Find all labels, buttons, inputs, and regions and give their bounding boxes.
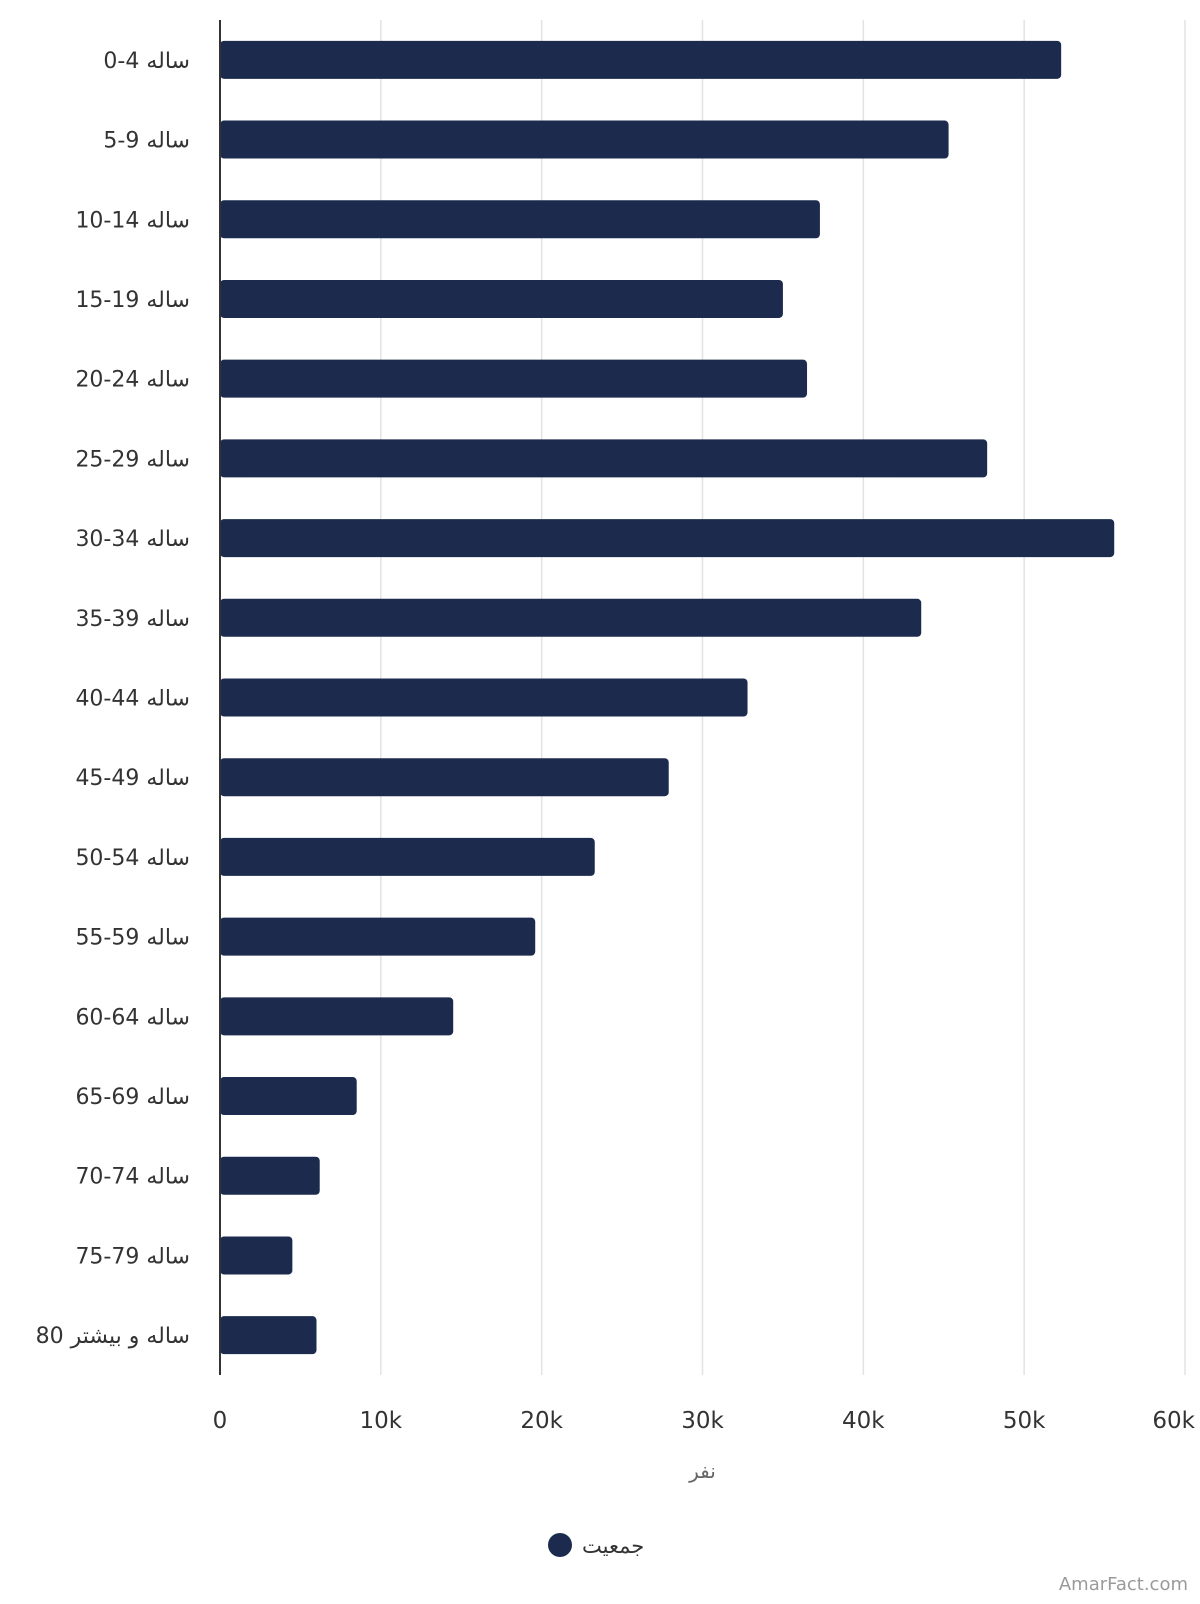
category-label: 15-19 ساله (75, 288, 190, 313)
bar[interactable] (220, 519, 1115, 558)
x-tick-label: 10k (360, 1408, 403, 1434)
category-label: 0-4 ساله (103, 49, 190, 74)
category-label: 40-44 ساله (75, 687, 190, 712)
legend-label: جمعیت (582, 1534, 644, 1558)
category-labels: 0-4 ساله 5-9 ساله 10-14 ساله 15-19 ساله 20-2… (36, 49, 190, 1349)
category-label: 70-74 ساله (75, 1165, 190, 1190)
category-label: 60-64 ساله (75, 1005, 190, 1030)
bar[interactable] (220, 439, 988, 478)
category-label: 80 ساله و بیشتر (36, 1324, 190, 1349)
category-label: 25-29 ساله (75, 447, 190, 472)
bar[interactable] (220, 598, 922, 637)
x-tick-label: 0 (213, 1408, 228, 1434)
category-label: 65-69 ساله (75, 1085, 190, 1110)
bar[interactable] (220, 279, 783, 318)
x-tick-label: 50k (1003, 1408, 1046, 1434)
bar[interactable] (220, 40, 1062, 79)
category-label: 45-49 ساله (75, 766, 190, 791)
bar[interactable] (220, 1236, 293, 1275)
category-label: 30-34 ساله (75, 527, 190, 552)
bar[interactable] (220, 1156, 320, 1195)
watermark: AmarFact.com (1059, 1574, 1188, 1595)
bar[interactable] (220, 1316, 317, 1355)
bar[interactable] (220, 200, 820, 239)
x-tick-labels: 0 10k 20k 30k 40k 50k 60k (213, 1408, 1196, 1434)
category-label: 5-9 ساله (103, 129, 190, 154)
bar[interactable] (220, 678, 748, 717)
category-label: 55-59 ساله (75, 926, 190, 951)
x-tick-label: 60k (1152, 1408, 1195, 1434)
bar[interactable] (220, 917, 536, 956)
bar[interactable] (220, 997, 454, 1036)
bar[interactable] (220, 359, 808, 398)
category-label: 20-24 ساله (75, 368, 190, 393)
legend[interactable]: جمعیت (548, 1533, 644, 1558)
bar[interactable] (220, 758, 669, 797)
x-axis-title: نفر (688, 1459, 716, 1483)
bar[interactable] (220, 837, 595, 876)
category-label: 10-14 ساله (75, 208, 190, 233)
bar[interactable] (220, 1077, 357, 1116)
bars (220, 40, 1115, 1355)
category-label: 35-39 ساله (75, 607, 190, 632)
category-label: 75-79 ساله (75, 1244, 190, 1269)
category-label: 50-54 ساله (75, 846, 190, 871)
x-tick-label: 20k (520, 1408, 563, 1434)
bar[interactable] (220, 120, 949, 159)
x-tick-label: 30k (681, 1408, 724, 1434)
legend-marker (548, 1533, 572, 1557)
x-tick-label: 40k (842, 1408, 885, 1434)
